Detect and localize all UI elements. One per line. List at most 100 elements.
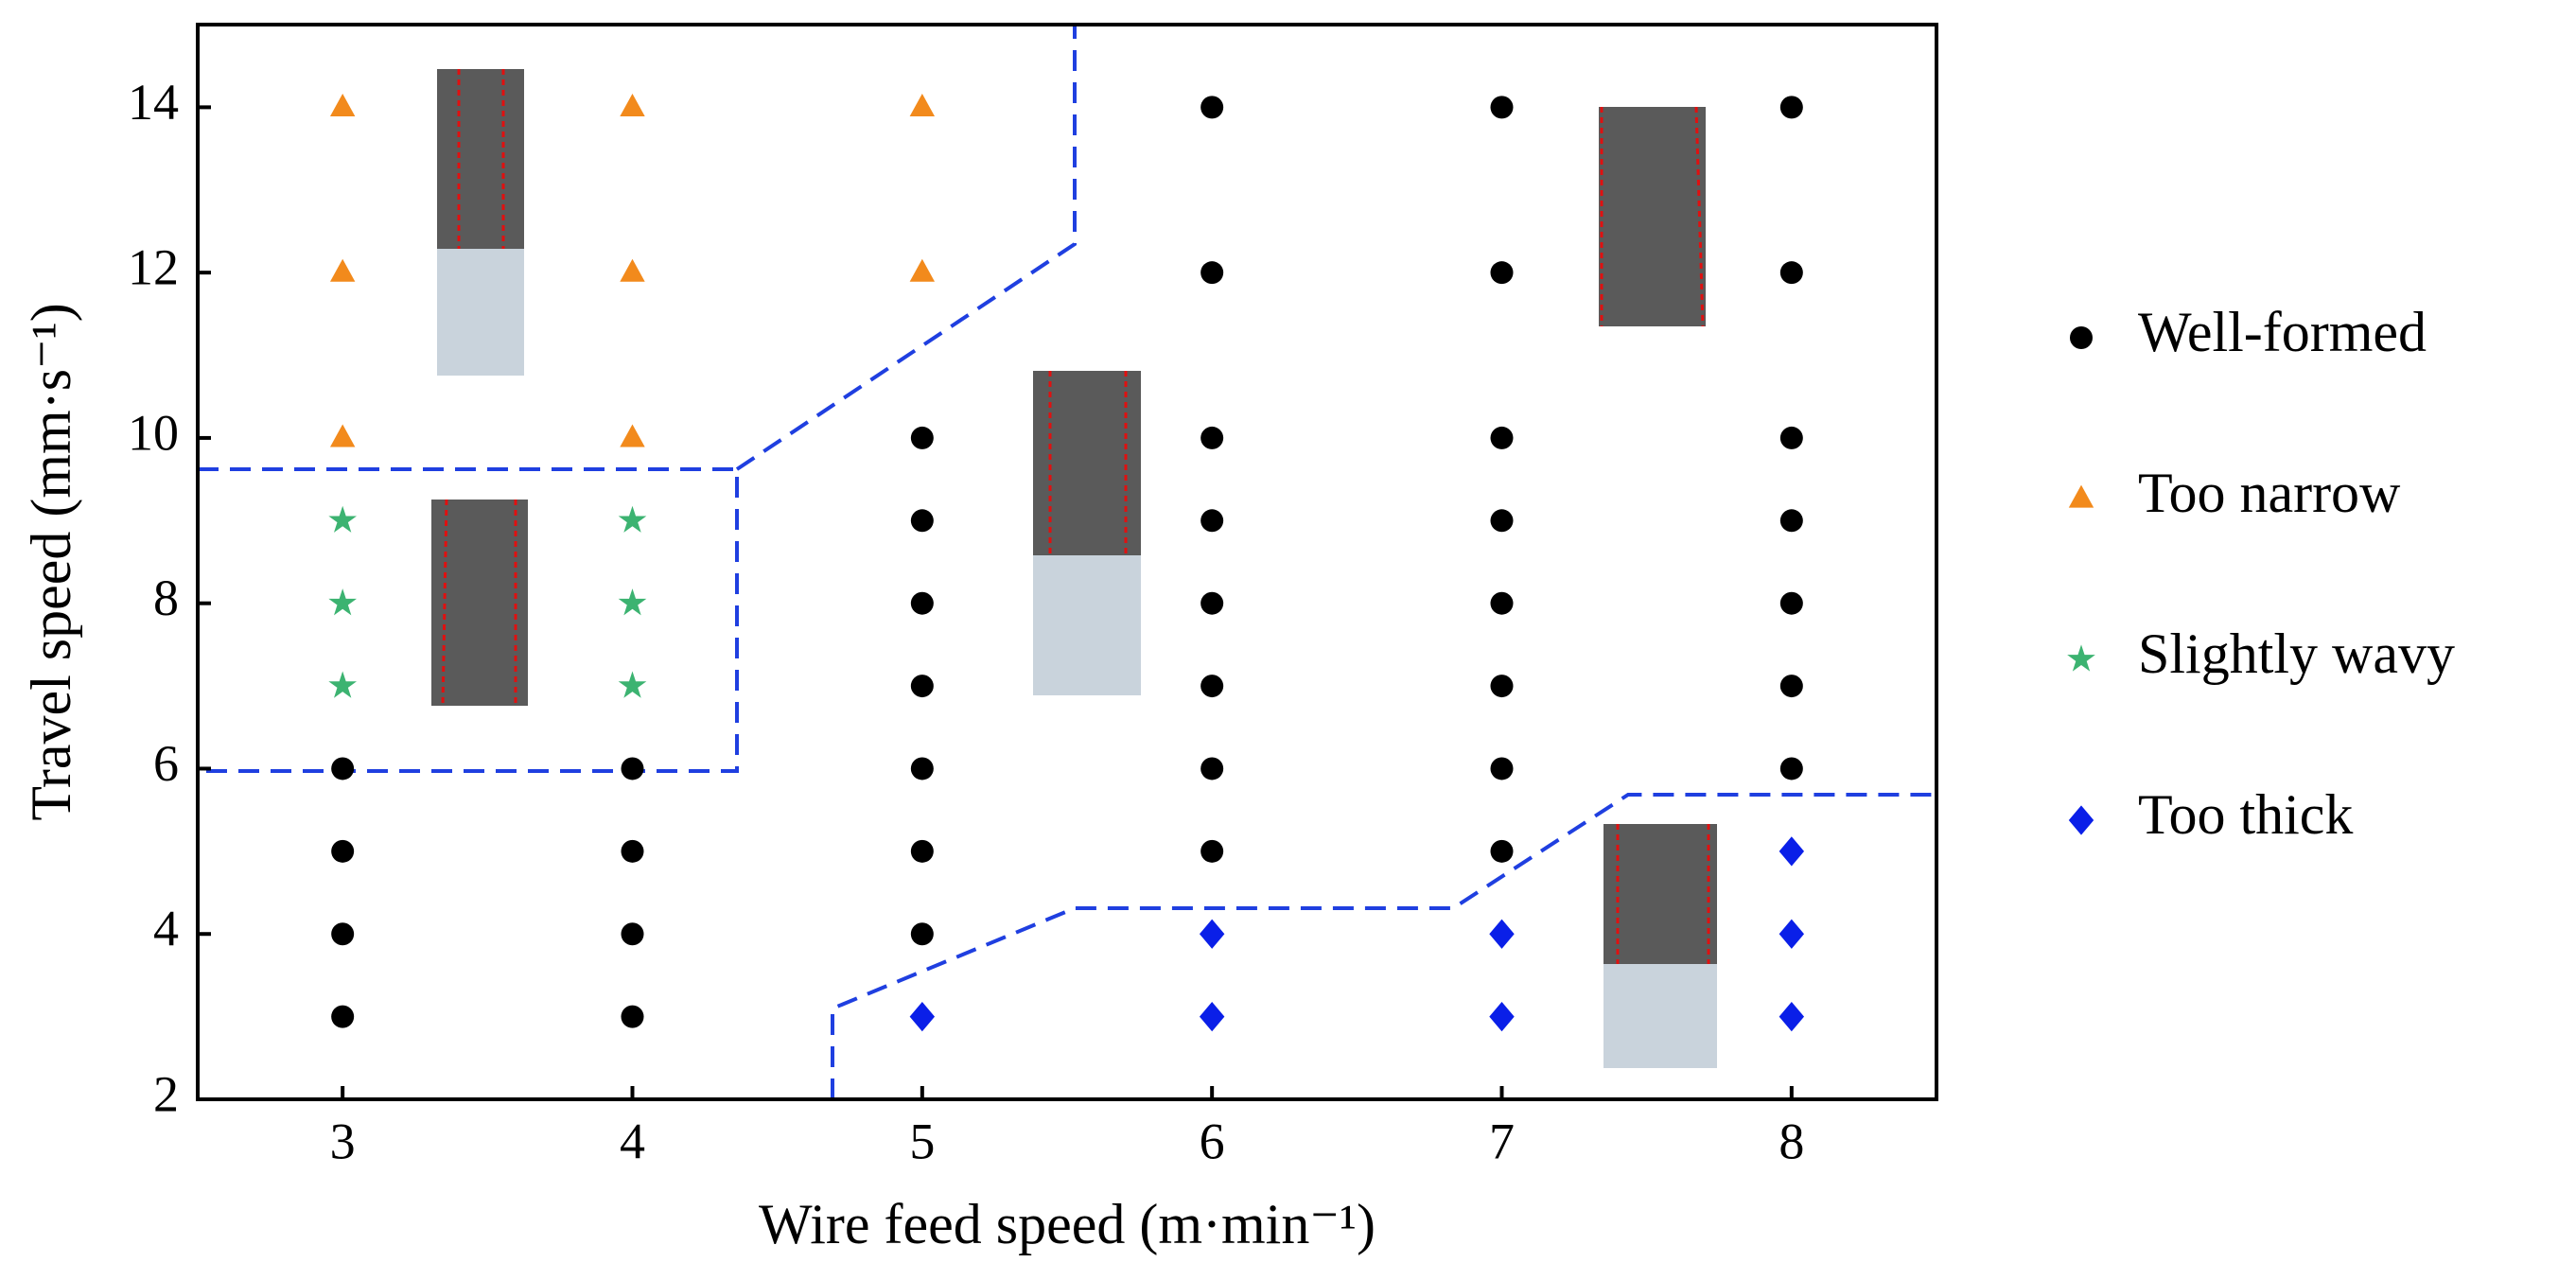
y-tick-label: 8: [153, 570, 179, 626]
point: [329, 258, 356, 282]
legend-marker: [2070, 326, 2093, 349]
point: [1779, 509, 1803, 533]
point: [1490, 675, 1514, 698]
point: [910, 839, 934, 863]
y-tick-label: 4: [153, 901, 179, 957]
point: [909, 1002, 936, 1032]
x-tick-label: 6: [1200, 1113, 1225, 1169]
y-tick-label: 2: [153, 1065, 179, 1122]
point: [1779, 96, 1803, 119]
point: [1199, 919, 1225, 949]
point: [328, 671, 358, 698]
point: [1779, 757, 1803, 780]
point: [910, 675, 934, 698]
point: [1490, 509, 1514, 533]
boundary-line: [735, 25, 1077, 471]
point: [618, 505, 647, 533]
point: [1489, 1002, 1515, 1032]
legend-label: Well-formed: [2138, 301, 2427, 363]
y-tick-label: 10: [128, 404, 179, 461]
point: [620, 258, 645, 282]
point: [1779, 1002, 1805, 1032]
point: [1779, 261, 1803, 285]
point: [1779, 591, 1803, 615]
x-tick-label: 5: [909, 1113, 935, 1169]
legend-label: Too narrow: [2138, 462, 2401, 524]
y-axis-label: Travel speed (mm·s⁻¹): [20, 303, 82, 820]
x-tick-label: 7: [1489, 1113, 1515, 1169]
point: [910, 426, 934, 449]
point: [1200, 509, 1224, 533]
y-tick-label: 14: [128, 74, 179, 131]
x-axis-label: Wire feed speed (m·min⁻¹): [759, 1193, 1376, 1255]
legend-marker: [2068, 484, 2094, 508]
point: [1199, 1002, 1225, 1032]
photo: [437, 69, 524, 249]
point: [1779, 836, 1805, 867]
boundary-line: [831, 793, 1936, 1099]
point: [620, 93, 645, 116]
y-tick-label: 12: [128, 239, 179, 296]
point: [910, 509, 934, 533]
point: [1490, 96, 1514, 119]
point: [620, 424, 645, 447]
point: [1200, 96, 1224, 119]
point: [621, 922, 644, 946]
point: [1490, 591, 1514, 615]
point: [618, 671, 647, 698]
point: [331, 1005, 355, 1028]
y-tick-label: 6: [153, 735, 179, 792]
edge: [1694, 106, 1705, 327]
legend-marker: [2068, 805, 2094, 835]
point: [331, 839, 355, 863]
point: [910, 757, 934, 780]
point: [331, 922, 355, 946]
point: [618, 588, 647, 616]
point: [329, 93, 356, 116]
point: [1200, 591, 1224, 615]
x-tick-label: 8: [1779, 1113, 1804, 1169]
boundary-line: [198, 467, 739, 773]
point: [1200, 261, 1224, 285]
point: [910, 922, 934, 946]
point: [1200, 757, 1224, 780]
plot-frame: [196, 23, 1938, 1101]
point: [329, 424, 356, 447]
point: [621, 757, 644, 780]
photo: [1603, 824, 1717, 964]
boundaries: [198, 25, 1936, 1099]
ruler: [1603, 964, 1717, 1068]
photo: [431, 500, 528, 706]
point: [1490, 839, 1514, 863]
point: [621, 1005, 644, 1028]
legend-label: Too thick: [2138, 783, 2353, 846]
ruler: [437, 249, 524, 376]
ruler: [1033, 555, 1141, 695]
photo: [1599, 107, 1706, 326]
point: [1779, 919, 1805, 949]
insets: [431, 69, 1717, 1068]
point: [328, 505, 358, 533]
point: [1779, 675, 1803, 698]
legend-marker: [2067, 644, 2095, 672]
point: [621, 839, 644, 863]
point: [1490, 426, 1514, 449]
point: [1779, 426, 1803, 449]
point: [331, 757, 355, 780]
point: [910, 591, 934, 615]
point: [328, 588, 358, 616]
x-tick-label: 4: [620, 1113, 645, 1169]
edge: [441, 499, 448, 707]
point: [1489, 919, 1515, 949]
point: [1200, 675, 1224, 698]
point: [909, 258, 936, 282]
point: [1200, 839, 1224, 863]
x-tick-label: 3: [330, 1113, 356, 1169]
point: [909, 93, 936, 116]
photo: [1033, 371, 1141, 555]
legend-label: Slightly wavy: [2138, 622, 2455, 685]
point: [1490, 261, 1514, 285]
point: [1490, 757, 1514, 780]
point: [1200, 426, 1224, 449]
